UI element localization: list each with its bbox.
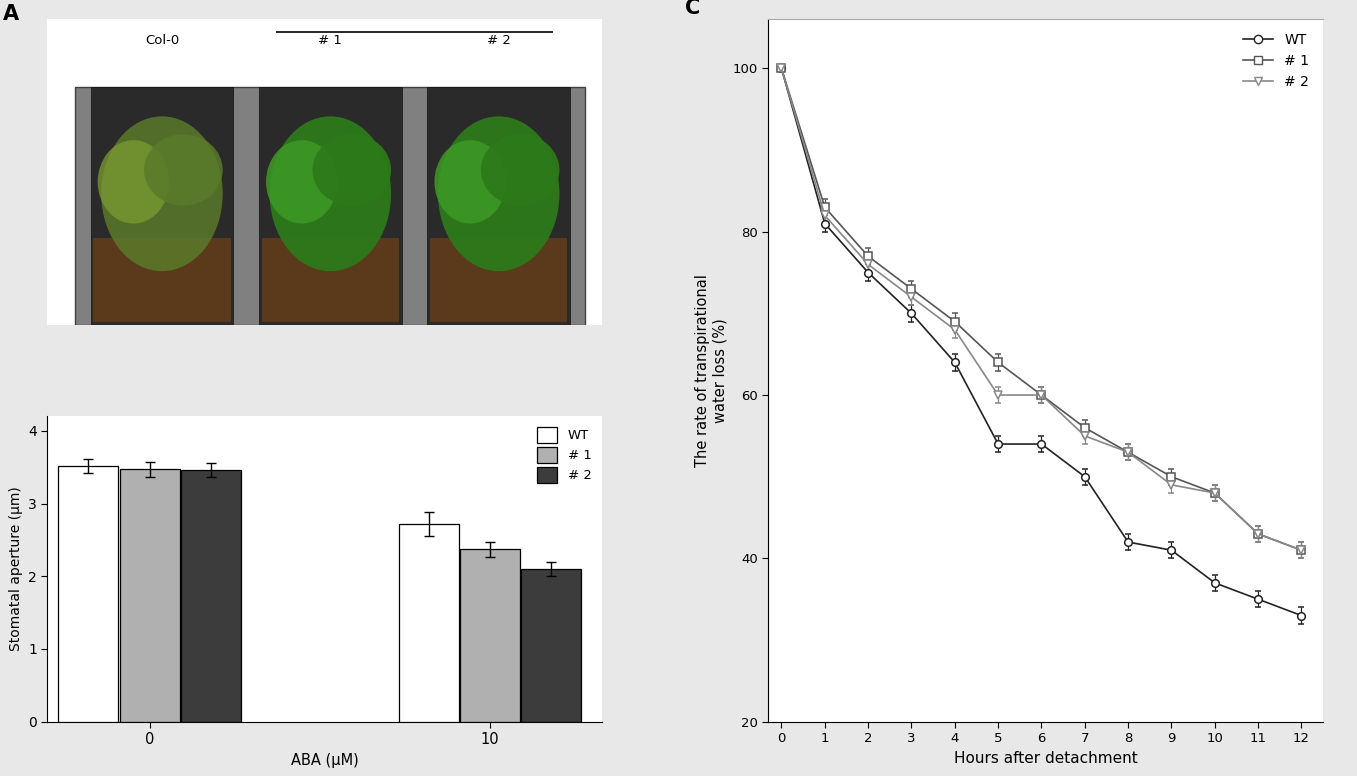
Legend: WT, # 1, # 2: WT, # 1, # 2 [533,423,596,487]
Ellipse shape [434,140,506,223]
Y-axis label: Stomatal aperture (μm): Stomatal aperture (μm) [8,487,23,651]
Text: Col-0: Col-0 [145,34,179,47]
Bar [119,469,179,722]
Ellipse shape [480,134,559,206]
Bar [94,238,231,322]
Bar [460,549,520,722]
X-axis label: Hours after detachment: Hours after detachment [954,750,1137,766]
Bar [399,524,459,722]
Ellipse shape [144,134,223,206]
Text: # 2: # 2 [487,34,510,47]
Bar [259,87,402,324]
Bar [91,87,233,324]
Ellipse shape [312,134,391,206]
Legend: WT, # 1, # 2: WT, # 1, # 2 [1236,26,1316,96]
Ellipse shape [438,116,559,271]
Y-axis label: The rate of transpirational
water loss (%): The rate of transpirational water loss (… [695,274,727,467]
Bar [430,238,567,322]
Ellipse shape [270,116,391,271]
Ellipse shape [102,116,223,271]
Bar [427,87,570,324]
Bar [521,569,581,722]
X-axis label: ABA (μM): ABA (μM) [290,753,358,767]
Text: # 1: # 1 [319,34,342,47]
Bar [262,238,399,322]
Ellipse shape [98,140,170,223]
Text: A: A [3,4,19,24]
Text: C: C [685,0,700,19]
Bar [180,470,240,722]
Ellipse shape [266,140,338,223]
Bar [58,466,118,722]
Bar [75,87,585,324]
